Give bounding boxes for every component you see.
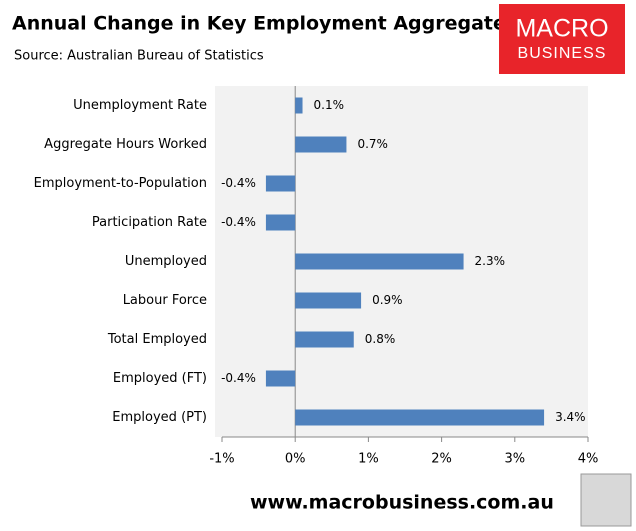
logo-box — [499, 4, 625, 74]
fox-icon — [580, 473, 632, 527]
y-tick-label: Employment-to-Population — [34, 176, 207, 191]
x-tick-label: 4% — [578, 452, 599, 467]
logo-text: MACRO — [515, 15, 608, 43]
value-label: 0.7% — [357, 137, 388, 151]
bar — [295, 253, 464, 270]
bar — [295, 331, 354, 348]
chart-title: Annual Change in Key Employment Aggregat… — [12, 13, 517, 35]
value-label: 3.4% — [555, 410, 586, 424]
bar — [265, 370, 296, 387]
x-tick-label: 3% — [504, 452, 525, 467]
value-label: -0.4% — [221, 176, 256, 190]
bar — [265, 175, 296, 192]
bar — [265, 214, 296, 231]
bar — [295, 136, 347, 153]
y-tick-label: Unemployed — [125, 254, 207, 269]
bar — [295, 409, 545, 426]
value-label: 2.3% — [475, 254, 506, 268]
logo-text: BUSINESS — [518, 45, 607, 62]
value-label: 0.8% — [365, 332, 396, 346]
x-tick-label: 1% — [358, 452, 379, 467]
y-tick-label: Unemployment Rate — [73, 98, 207, 113]
footer: www.macrobusiness.com.au — [250, 492, 554, 514]
value-label: -0.4% — [221, 215, 256, 229]
x-tick-label: 2% — [431, 452, 452, 467]
y-tick-label: Employed (FT) — [113, 371, 207, 386]
x-tick-label: 0% — [285, 452, 306, 467]
y-tick-label: Total Employed — [107, 332, 207, 347]
value-label: 0.9% — [372, 293, 403, 307]
bar — [295, 97, 303, 114]
y-tick-label: Aggregate Hours Worked — [44, 137, 207, 152]
value-label: -0.4% — [221, 371, 256, 385]
y-tick-label: Labour Force — [123, 293, 207, 308]
y-tick-label: Employed (PT) — [112, 410, 207, 425]
chart-subtitle: Source: Australian Bureau of Statistics — [14, 49, 264, 64]
value-label: 0.1% — [314, 98, 345, 112]
x-tick-label: -1% — [209, 452, 234, 467]
bar — [295, 292, 362, 309]
y-tick-label: Participation Rate — [92, 215, 207, 230]
